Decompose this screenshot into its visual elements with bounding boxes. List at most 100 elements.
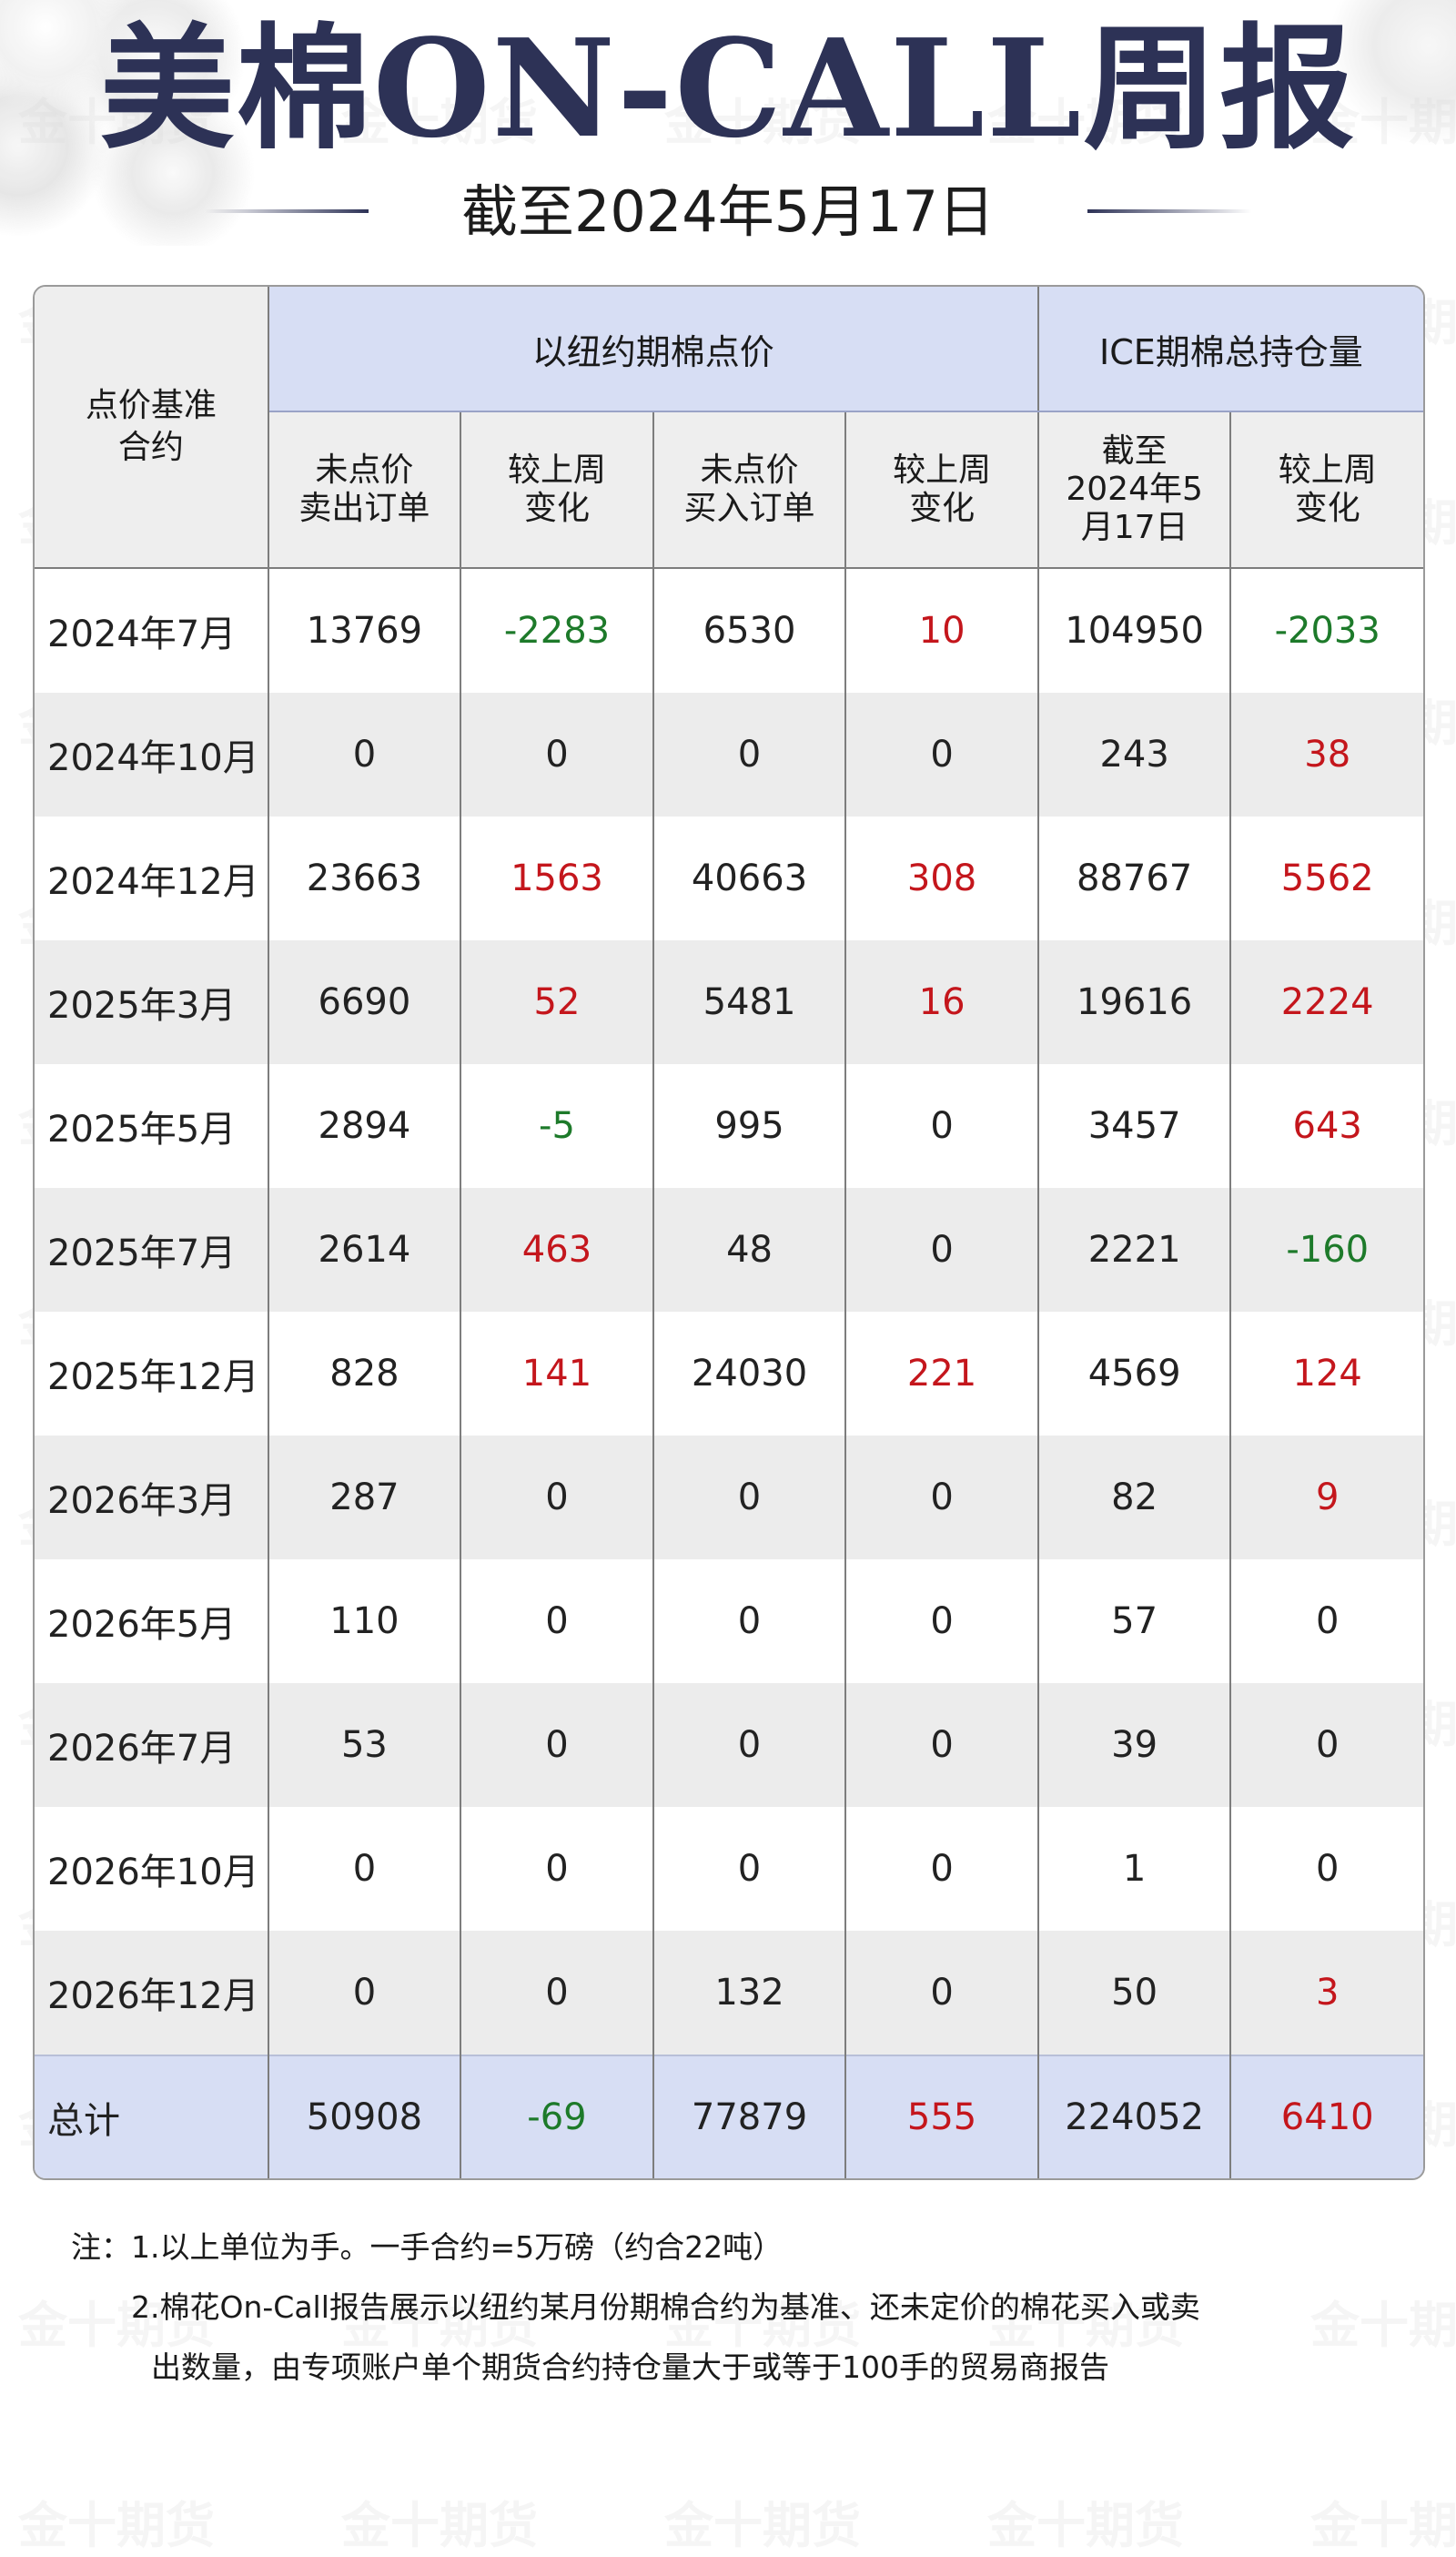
contract-month-cell: 2024年12月 bbox=[35, 817, 269, 940]
watermark-text: 金十期货 bbox=[1310, 2497, 1456, 2554]
subtitle-divider-left bbox=[205, 209, 369, 213]
value-cell-open-interest: 243 bbox=[1037, 693, 1232, 817]
value-cell-oi-change: 9 bbox=[1230, 1436, 1423, 1559]
table-row: 2024年10月 0 0 0 0 243 38 bbox=[35, 693, 1423, 817]
watermark-text: 金十期货 bbox=[664, 2497, 861, 2554]
sub-header-buy-change: 较上周 变化 bbox=[845, 411, 1039, 569]
sub-header-oi-change: 较上周 变化 bbox=[1230, 411, 1423, 569]
value-cell-sell-change: 0 bbox=[460, 1683, 654, 1807]
value-cell-buy-change: 0 bbox=[845, 1931, 1039, 2055]
oncall-table-container: 点价基准 合约 以纽约期棉点价 ICE期棉总持仓量 未点价 卖出订单 较上周 变化 未点价… bbox=[33, 285, 1425, 2180]
value-cell-sell-orders: 287 bbox=[268, 1436, 462, 1559]
value-cell-sell-change: 0 bbox=[460, 1931, 654, 2055]
value-cell-open-interest: 3457 bbox=[1037, 1064, 1232, 1188]
table-row: 2025年12月 828 141 24030 221 4569 124 bbox=[35, 1312, 1423, 1436]
value-cell-buy-orders: 0 bbox=[652, 1559, 847, 1683]
value-cell-buy-change: 0 bbox=[845, 1436, 1039, 1559]
corner-header: 点价基准 合约 bbox=[35, 287, 269, 569]
value-cell-buy-orders: 132 bbox=[652, 1931, 847, 2055]
value-cell-sell-orders: 50908 bbox=[268, 2055, 462, 2178]
value-cell-oi-change: 38 bbox=[1230, 693, 1423, 817]
contract-month-cell: 2025年3月 bbox=[35, 940, 269, 1064]
watermark-text: 金十期货 bbox=[18, 2497, 215, 2554]
value-cell-buy-change: 0 bbox=[845, 1807, 1039, 1931]
group-header-ice-open-interest: ICE期棉总持仓量 bbox=[1037, 287, 1423, 412]
contract-month-cell: 2024年10月 bbox=[35, 693, 269, 817]
contract-month-cell: 2026年7月 bbox=[35, 1683, 269, 1807]
value-cell-sell-change: -2283 bbox=[460, 568, 654, 693]
value-cell-buy-change: 0 bbox=[845, 1064, 1039, 1188]
value-cell-buy-change: 0 bbox=[845, 1188, 1039, 1312]
table-row: 2025年7月 2614 463 48 0 2221 -160 bbox=[35, 1188, 1423, 1312]
contract-month-cell: 2026年3月 bbox=[35, 1436, 269, 1559]
value-cell-open-interest: 2221 bbox=[1037, 1188, 1232, 1312]
value-cell-sell-change: 52 bbox=[460, 940, 654, 1064]
value-cell-oi-change: 124 bbox=[1230, 1312, 1423, 1436]
contract-month-cell: 2025年7月 bbox=[35, 1188, 269, 1312]
value-cell-sell-orders: 110 bbox=[268, 1559, 462, 1683]
contract-month-cell: 2025年5月 bbox=[35, 1064, 269, 1188]
value-cell-sell-orders: 2894 bbox=[268, 1064, 462, 1188]
value-cell-open-interest: 88767 bbox=[1037, 817, 1232, 940]
value-cell-sell-orders: 23663 bbox=[268, 817, 462, 940]
cotton-background-image bbox=[0, 0, 264, 246]
value-cell-buy-orders: 0 bbox=[652, 1683, 847, 1807]
contract-month-cell: 2026年10月 bbox=[35, 1807, 269, 1931]
value-cell-open-interest: 104950 bbox=[1037, 568, 1232, 693]
cotton-background-image-right bbox=[1292, 0, 1456, 173]
value-cell-buy-orders: 995 bbox=[652, 1064, 847, 1188]
page-subtitle: 截至2024年5月17日 bbox=[460, 178, 996, 245]
value-cell-buy-change: 10 bbox=[845, 568, 1039, 693]
note-line-2: 2.棉花On-Call报告展示以纽约某月份期棉合约为基准、还未定价的棉花买入或卖 bbox=[131, 2289, 1200, 2325]
subtitle-divider-right bbox=[1087, 209, 1251, 213]
watermark-text: 金十期货 bbox=[341, 2497, 538, 2554]
value-cell-buy-orders: 6530 bbox=[652, 568, 847, 693]
value-cell-buy-change: 0 bbox=[845, 1559, 1039, 1683]
subtitle-row: 截至2024年5月17日 bbox=[0, 173, 1456, 251]
value-cell-open-interest: 50 bbox=[1037, 1931, 1232, 2055]
contract-month-cell: 2025年12月 bbox=[35, 1312, 269, 1436]
value-cell-sell-orders: 0 bbox=[268, 1931, 462, 2055]
value-cell-buy-orders: 0 bbox=[652, 693, 847, 817]
oncall-table: 点价基准 合约 以纽约期棉点价 ICE期棉总持仓量 未点价 卖出订单 较上周 变化 未点价… bbox=[35, 287, 1423, 2178]
value-cell-buy-orders: 77879 bbox=[652, 2055, 847, 2178]
value-cell-buy-orders: 48 bbox=[652, 1188, 847, 1312]
value-cell-sell-orders: 2614 bbox=[268, 1188, 462, 1312]
contract-month-cell: 2026年12月 bbox=[35, 1931, 269, 2055]
sub-header-sell-change: 较上周 变化 bbox=[460, 411, 654, 569]
table-total-row: 总计 50908 -69 77879 555 224052 6410 bbox=[35, 2055, 1423, 2178]
value-cell-buy-change: 0 bbox=[845, 693, 1039, 817]
value-cell-oi-change: 0 bbox=[1230, 1807, 1423, 1931]
value-cell-oi-change: -2033 bbox=[1230, 568, 1423, 693]
note-line-3: 出数量，由专项账户单个期货合约持仓量大于或等于100手的贸易商报告 bbox=[151, 2349, 1109, 2385]
value-cell-sell-change: 0 bbox=[460, 1436, 654, 1559]
value-cell-sell-change: -69 bbox=[460, 2055, 654, 2178]
table-row: 2026年5月 110 0 0 0 57 0 bbox=[35, 1559, 1423, 1683]
value-cell-sell-orders: 0 bbox=[268, 693, 462, 817]
value-cell-open-interest: 224052 bbox=[1037, 2055, 1232, 2178]
table-row: 2025年3月 6690 52 5481 16 19616 2224 bbox=[35, 940, 1423, 1064]
value-cell-open-interest: 1 bbox=[1037, 1807, 1232, 1931]
sub-header-buy-orders: 未点价 买入订单 bbox=[652, 411, 847, 569]
value-cell-oi-change: 3 bbox=[1230, 1931, 1423, 2055]
value-cell-sell-change: -5 bbox=[460, 1064, 654, 1188]
footnotes: 注：1.以上单位为手。一手合约=5万磅（约合22吨） 2.棉花On-Call报告… bbox=[71, 2217, 1400, 2398]
value-cell-sell-change: 0 bbox=[460, 1807, 654, 1931]
watermark-text: 金十期货 bbox=[987, 2497, 1184, 2554]
value-cell-sell-orders: 0 bbox=[268, 1807, 462, 1931]
table-row: 2024年7月 13769 -2283 6530 10 104950 -2033 bbox=[35, 568, 1423, 693]
value-cell-open-interest: 57 bbox=[1037, 1559, 1232, 1683]
value-cell-sell-orders: 53 bbox=[268, 1683, 462, 1807]
table-row: 2026年12月 0 0 132 0 50 3 bbox=[35, 1931, 1423, 2055]
value-cell-sell-change: 0 bbox=[460, 1559, 654, 1683]
value-cell-buy-orders: 0 bbox=[652, 1436, 847, 1559]
value-cell-buy-orders: 0 bbox=[652, 1807, 847, 1931]
contract-month-cell: 2026年5月 bbox=[35, 1559, 269, 1683]
value-cell-oi-change: 0 bbox=[1230, 1683, 1423, 1807]
value-cell-oi-change: 643 bbox=[1230, 1064, 1423, 1188]
table-row: 2024年12月 23663 1563 40663 308 88767 5562 bbox=[35, 817, 1423, 940]
value-cell-sell-change: 1563 bbox=[460, 817, 654, 940]
value-cell-buy-change: 221 bbox=[845, 1312, 1039, 1436]
group-header-ny-pricing: 以纽约期棉点价 bbox=[268, 287, 1039, 412]
value-cell-sell-orders: 6690 bbox=[268, 940, 462, 1064]
